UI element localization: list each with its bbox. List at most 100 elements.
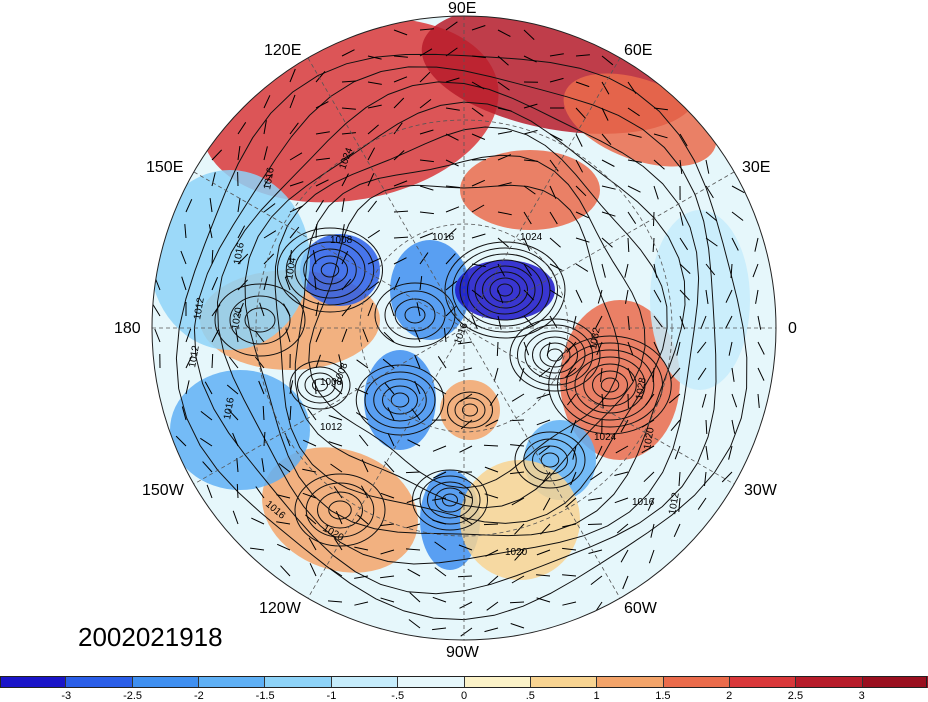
wind-barb xyxy=(255,486,265,499)
wind-barb xyxy=(226,384,239,395)
wind-barb xyxy=(601,159,615,167)
wind-barb xyxy=(411,408,421,421)
wind-barb xyxy=(380,575,395,579)
isobar xyxy=(444,241,566,339)
colorbar-segment xyxy=(199,676,266,688)
wind-barb xyxy=(705,211,718,222)
colorbar-segment xyxy=(862,676,928,688)
wind-barb xyxy=(549,315,558,329)
wind-barb xyxy=(652,237,655,253)
wind-barb xyxy=(289,405,292,421)
contour-label: 1012 xyxy=(320,422,343,433)
wind-barb xyxy=(180,250,187,265)
wind-barb xyxy=(575,211,589,219)
isobar xyxy=(229,295,291,345)
wind-barb xyxy=(595,445,603,460)
wind-barb xyxy=(237,146,241,161)
isobar xyxy=(317,491,363,529)
wind-barb xyxy=(302,439,317,447)
anomaly-region xyxy=(170,370,310,490)
wind-barb xyxy=(419,99,432,109)
wind-barb xyxy=(728,341,733,356)
anomaly-region xyxy=(152,170,310,350)
wind-barb xyxy=(200,437,213,447)
wind-barb xyxy=(643,471,655,483)
wind-barb xyxy=(627,315,630,330)
wind-barb xyxy=(471,81,485,90)
wind-barb xyxy=(407,439,421,447)
wind-barb xyxy=(523,103,538,109)
wind-barb xyxy=(341,80,357,83)
wind-barb xyxy=(384,461,395,473)
colorbar-segment xyxy=(331,676,399,688)
wind-barb xyxy=(185,380,190,395)
wind-barb xyxy=(341,151,355,161)
wind-barb xyxy=(434,567,447,577)
wind-barb xyxy=(443,328,447,343)
wind-barb xyxy=(367,200,377,213)
wind-barb xyxy=(721,471,733,483)
wind-barb xyxy=(497,130,512,135)
isobar xyxy=(294,473,386,547)
wind-barb xyxy=(565,367,577,378)
wind-barb xyxy=(251,517,265,525)
contour-label: 1016 xyxy=(262,166,277,190)
colorbar-segment xyxy=(530,676,598,688)
wind-barb xyxy=(250,547,265,551)
wind-barb xyxy=(367,302,374,317)
wind-barb xyxy=(536,393,551,399)
anomaly-region xyxy=(650,210,750,390)
wind-barb xyxy=(280,565,291,577)
wind-barb xyxy=(575,54,590,57)
wind-barb xyxy=(457,575,473,578)
wind-barb xyxy=(647,497,655,511)
isobar xyxy=(452,247,558,333)
contour-label: 1016 xyxy=(232,241,247,265)
wind-barb xyxy=(341,250,349,265)
isobar xyxy=(404,306,426,324)
wind-barb xyxy=(570,471,577,486)
wind-barb xyxy=(419,28,434,31)
wind-barb xyxy=(549,289,563,298)
contour-label: 1012 xyxy=(192,296,207,320)
wind-barb xyxy=(483,444,499,447)
wind-barb xyxy=(549,77,564,83)
wind-barb xyxy=(263,276,268,291)
wind-barb xyxy=(315,223,318,239)
wind-barb xyxy=(523,129,538,135)
wind-barb xyxy=(458,367,473,372)
wind-barb xyxy=(289,68,296,83)
wind-barb xyxy=(679,159,683,174)
wind-barb xyxy=(731,419,736,434)
wind-barb xyxy=(653,185,659,200)
wind-barb xyxy=(514,523,525,535)
lon-label-90w: 90W xyxy=(446,644,479,661)
wind-barb xyxy=(600,367,603,382)
wind-barb xyxy=(536,597,551,603)
wind-barb xyxy=(354,546,369,551)
wind-barb xyxy=(705,445,709,460)
wind-barb xyxy=(627,211,637,224)
wind-barb xyxy=(485,419,499,427)
wind-barb xyxy=(211,149,223,161)
wind-barb xyxy=(471,263,486,268)
wind-barb xyxy=(235,328,239,343)
wind-barb xyxy=(232,432,239,447)
wind-barb xyxy=(601,393,604,409)
wind-barb xyxy=(624,263,629,278)
wind-barb xyxy=(409,592,421,603)
wind-barb xyxy=(259,302,265,317)
wind-barb xyxy=(367,55,382,60)
colorbar-tick-label: -1.5 xyxy=(255,690,275,702)
wind-barb xyxy=(338,354,343,369)
wind-barb xyxy=(362,328,369,343)
wind-barb xyxy=(471,204,485,213)
wind-barb xyxy=(335,510,343,525)
colorbar-tick-label: -3 xyxy=(61,690,72,702)
wind-barb xyxy=(549,133,563,141)
wind-barb xyxy=(496,341,499,357)
wind-barb xyxy=(601,55,614,66)
anomaly-region xyxy=(390,240,470,340)
wind-barb xyxy=(237,279,248,291)
wind-barb xyxy=(211,249,214,265)
